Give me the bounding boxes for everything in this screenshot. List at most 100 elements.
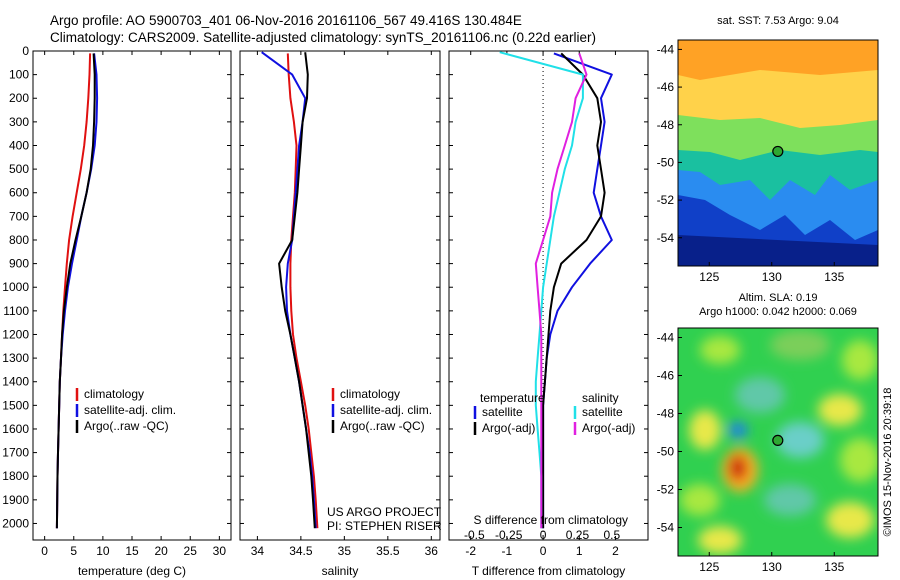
temperature-xtick-label: 10 — [96, 544, 110, 558]
temperature-series-climatology-line — [55, 53, 92, 529]
header-line-1: Argo profile: AO 5900703_401 06-Nov-2016… — [50, 13, 522, 28]
sst-map-ytick-label: -48 — [657, 118, 675, 132]
difference-legend-item: Argo(-adj) — [582, 421, 635, 435]
temperature-legend-item: Argo(..raw -QC) — [84, 419, 169, 433]
sst-map-ytick-label: -44 — [657, 42, 675, 56]
depth-tick-label: 1400 — [2, 375, 29, 389]
depth-tick-label: 1100 — [3, 304, 29, 318]
sst-map-xtick-label: 130 — [762, 270, 782, 284]
salinity-xtick-label: 35 — [338, 544, 352, 558]
temperature-axes-frame — [32, 50, 232, 541]
depth-tick-label: 1300 — [2, 351, 29, 365]
salinity-xtick-label: 36 — [425, 544, 439, 558]
depth-tick-label: 2000 — [2, 516, 29, 530]
difference-xtick-label: -2 — [465, 544, 476, 558]
sla-map-ytick-label: -50 — [657, 445, 675, 459]
depth-tick-label: 900 — [9, 257, 29, 271]
credit-project: US ARGO PROJECT — [327, 505, 442, 519]
difference-series-sat_diff-line — [499, 51, 584, 529]
depth-tick-label: 100 — [9, 68, 29, 82]
salinity-series-argo-line — [278, 52, 316, 529]
salinity-xtick-label: 34.5 — [289, 544, 313, 558]
salinity-series-satellite-line — [261, 51, 317, 529]
depth-tick-label: 200 — [9, 91, 29, 105]
depth-tick-label: 700 — [9, 209, 29, 223]
sla-map-float-marker — [772, 434, 784, 447]
sla-map-ytick-label: -52 — [657, 483, 675, 497]
sla-map-ytick-label: -44 — [657, 331, 675, 345]
sst-map-title: sat. SST: 7.53 Argo: 9.04 — [717, 15, 839, 27]
difference-legend-item: satellite — [582, 405, 623, 419]
sla-map-ytick-label: -46 — [657, 369, 675, 383]
sst-map-ytick-label: -52 — [657, 193, 675, 207]
temperature-xtick-label: 25 — [184, 544, 198, 558]
salinity-legend-item: satellite-adj. clim. — [340, 403, 432, 417]
salinity-diff-tick-label: -0.25 — [495, 528, 523, 542]
difference-series-argo-line — [542, 52, 606, 529]
sst-map-xtick-label: 125 — [699, 270, 719, 284]
difference-xtick-label: 0 — [540, 544, 547, 558]
salinity-diff-tick-label: 0 — [540, 528, 547, 542]
sst-map-float-marker — [772, 145, 784, 158]
salinity-diff-tick-label: -0.5 — [464, 528, 485, 542]
difference-legend-salinity: salinity — [582, 391, 619, 405]
sla-map-ytick-label: -48 — [657, 407, 675, 421]
depth-tick-label: 1000 — [2, 280, 29, 294]
difference-legend-item: Argo(-adj) — [482, 421, 535, 435]
credit-pi: PI: STEPHEN RISER — [327, 519, 442, 533]
sst-map-image — [678, 40, 878, 266]
depth-tick-label: 300 — [9, 115, 29, 129]
sst-map-ytick-label: -54 — [657, 231, 675, 245]
salinity-xlabel: salinity — [322, 564, 359, 578]
imos-credit: ©IMOS 15-Nov-2016 20:39:18 — [882, 388, 894, 537]
temperature-xtick-label: 5 — [70, 544, 77, 558]
salinity-diff-tick-label: 0.25 — [566, 528, 590, 542]
depth-tick-label: 1200 — [2, 327, 29, 341]
sla-map-xtick-label: 135 — [824, 560, 844, 574]
difference-axes-frame — [448, 50, 649, 541]
salinity-axes-frame — [239, 50, 441, 541]
depth-tick-label: 1700 — [2, 446, 29, 460]
temperature-legend-item: satellite-adj. clim. — [84, 403, 176, 417]
temperature-xlabel: temperature (deg C) — [78, 564, 186, 578]
difference-legend-temperature: temperature — [480, 391, 545, 405]
sst-map-ytick-label: -50 — [657, 155, 675, 169]
difference-legend-item: satellite — [482, 405, 523, 419]
difference-xtick-label: 1 — [576, 544, 583, 558]
depth-tick-label: 1500 — [2, 398, 29, 412]
depth-tick-label: 0 — [22, 44, 29, 58]
temperature-xtick-label: 30 — [213, 544, 227, 558]
sla-map-frame — [677, 327, 879, 557]
sla-map-subtitle: Argo h1000: 0.042 h2000: 0.069 — [699, 306, 857, 318]
sla-map-ytick-label: -54 — [657, 521, 675, 535]
temperature-xtick-label: 0 — [41, 544, 48, 558]
depth-tick-label: 400 — [9, 138, 29, 152]
temperature-series-satellite-line — [55, 53, 99, 529]
header-line-2: Climatology: CARS2009. Satellite-adjuste… — [50, 30, 597, 45]
sla-map-title: Altim. SLA: 0.19 — [739, 292, 818, 304]
depth-tick-label: 1900 — [2, 493, 29, 507]
depth-tick-label: 1600 — [2, 422, 29, 436]
sst-map-frame — [677, 39, 879, 267]
sst-map-xtick-label: 135 — [824, 270, 844, 284]
difference-xtick-label: 2 — [612, 544, 619, 558]
sla-map-xtick-label: 125 — [699, 560, 719, 574]
salinity-legend-item: climatology — [340, 387, 400, 401]
sla-map-xtick-label: 130 — [762, 560, 782, 574]
sla-map-image — [678, 328, 878, 556]
salinity-diff-tick-label: 0.5 — [603, 528, 620, 542]
temperature-series-argo-line — [55, 53, 96, 529]
salinity-xtick-label: 35.5 — [376, 544, 400, 558]
salinity-xtick-label: 34 — [251, 544, 265, 558]
depth-tick-label: 800 — [9, 233, 29, 247]
temperature-legend-item: climatology — [84, 387, 144, 401]
temperature-xtick-label: 15 — [125, 544, 139, 558]
difference-xtick-label: -1 — [502, 544, 513, 558]
difference-xlabel: T difference from climatology — [472, 564, 626, 578]
depth-tick-label: 600 — [9, 186, 29, 200]
depth-tick-label: 1800 — [2, 469, 29, 483]
depth-tick-label: 500 — [9, 162, 29, 176]
sst-map-ytick-label: -46 — [657, 80, 675, 94]
salinity-legend-item: Argo(..raw -QC) — [340, 419, 425, 433]
